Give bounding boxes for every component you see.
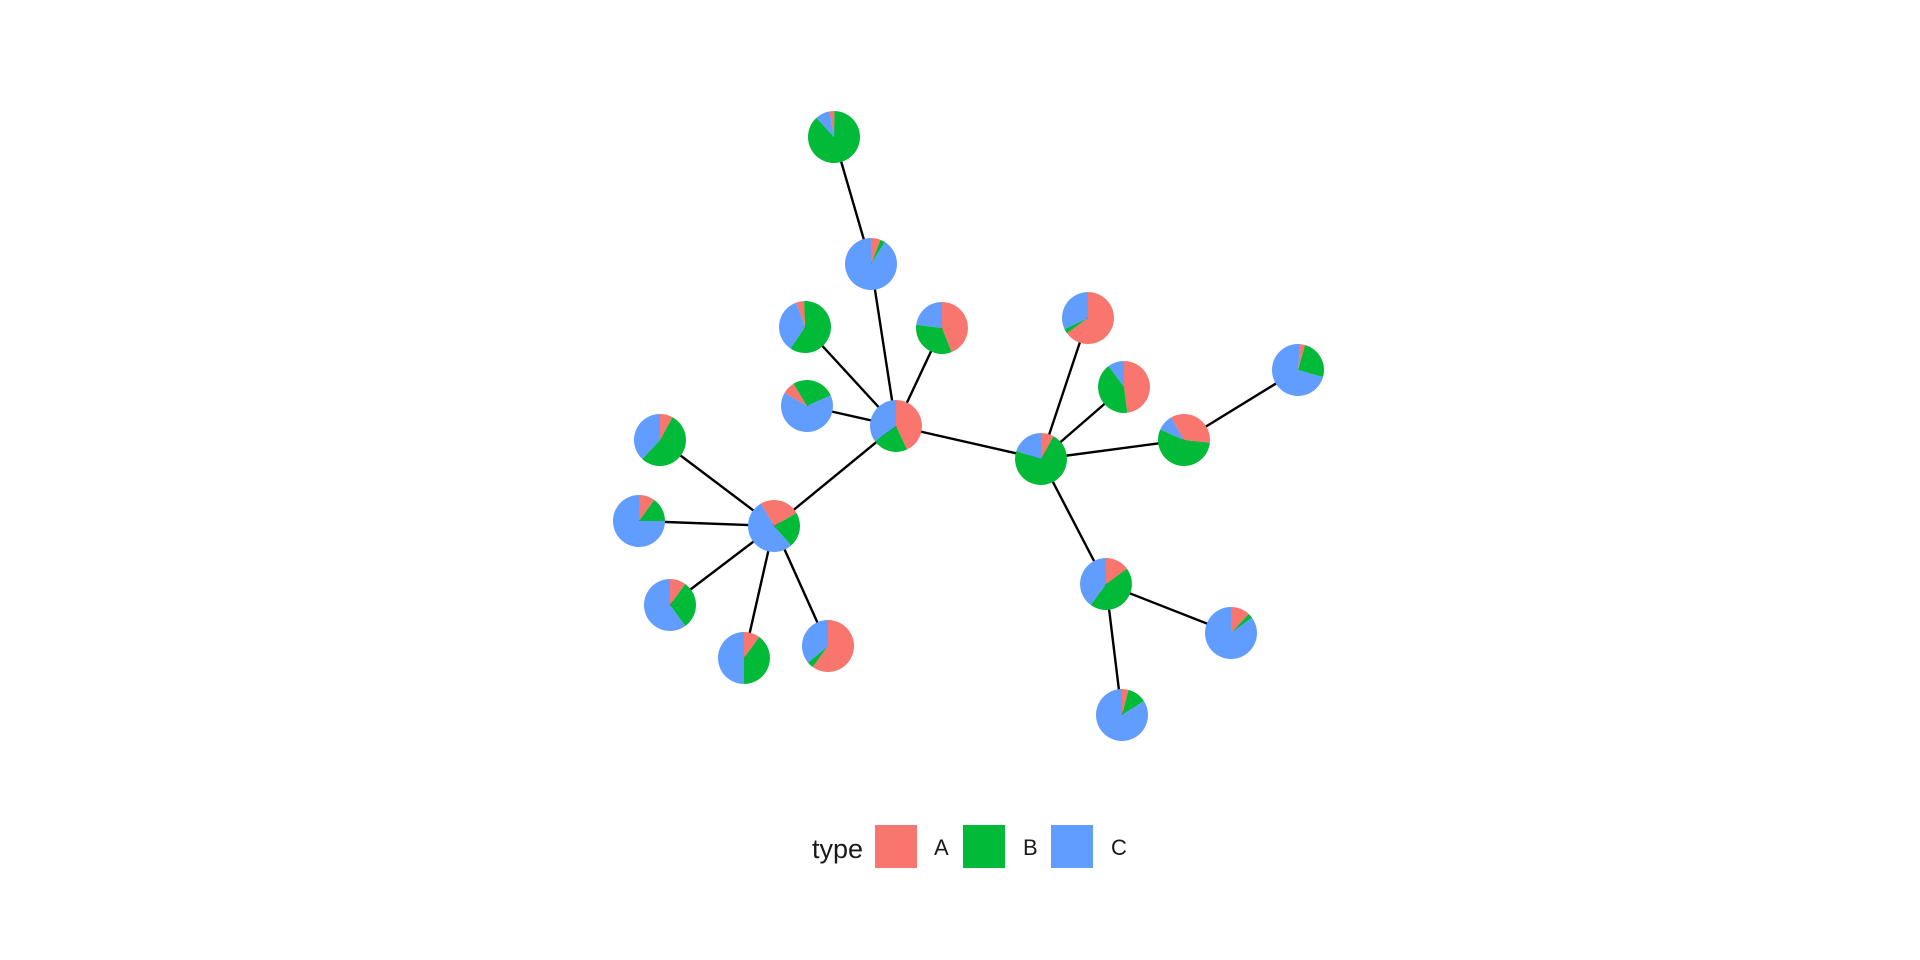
pie-node-n7 bbox=[780, 379, 833, 432]
pie-slice-n18-c bbox=[1080, 558, 1106, 606]
pie-node-n2 bbox=[748, 499, 801, 552]
pie-slice-n1-b bbox=[874, 426, 908, 453]
pie-slice-n19-b bbox=[1231, 614, 1253, 633]
pie-slice-n20-b bbox=[1122, 689, 1144, 715]
pie-node-n16 bbox=[1158, 413, 1211, 466]
pie-slice-n10-a bbox=[639, 495, 655, 521]
pie-slice-n11-a bbox=[670, 579, 686, 605]
pie-slice-n20-c bbox=[1095, 689, 1148, 742]
pie-slice-n19-c bbox=[1204, 607, 1257, 659]
pie-node-n8 bbox=[916, 302, 968, 354]
pie-node-n14 bbox=[1061, 292, 1115, 344]
legend-label-b: B bbox=[1023, 835, 1038, 860]
pie-slice-n14-a bbox=[1066, 292, 1115, 344]
pie-slice-n14-c bbox=[1061, 292, 1088, 330]
pie-node-n15 bbox=[1098, 361, 1150, 413]
pie-slice-n7-b bbox=[793, 379, 831, 406]
pie-node-n19 bbox=[1204, 607, 1257, 659]
pie-slice-n11-b bbox=[670, 583, 696, 627]
pie-slice-n12-b bbox=[744, 636, 770, 684]
pie-slice-n7-c bbox=[780, 393, 833, 432]
pie-slice-n11-c bbox=[643, 578, 686, 631]
pie-slice-n4-c bbox=[844, 238, 897, 290]
pie-slice-n5-a bbox=[829, 110, 835, 137]
pie-slice-n14-b bbox=[1064, 318, 1088, 334]
pie-slice-n3-b bbox=[1014, 436, 1067, 486]
pie-slice-n9-c bbox=[634, 414, 660, 459]
pie-slice-n18-b bbox=[1090, 568, 1132, 610]
pie-slice-n13-c bbox=[802, 620, 828, 663]
pie-slice-n17-c bbox=[1272, 344, 1324, 397]
pie-slice-n17-a bbox=[1298, 344, 1306, 370]
pie-node-n5 bbox=[808, 110, 861, 163]
pie-slice-n2-c bbox=[748, 503, 791, 552]
pie-slice-n7-a bbox=[784, 383, 807, 406]
pie-slice-n9-a bbox=[660, 414, 673, 440]
pie-slice-n12-a bbox=[744, 632, 760, 658]
nodes-layer bbox=[613, 110, 1325, 742]
pie-slice-n12-c bbox=[718, 632, 744, 684]
pie-slice-n5-c bbox=[816, 111, 834, 137]
pie-slice-n15-c bbox=[1108, 361, 1124, 387]
edge-n1-n4 bbox=[869, 263, 898, 427]
pie-slice-n13-b bbox=[807, 646, 828, 668]
pie-slice-n15-b bbox=[1098, 365, 1128, 413]
pie-slice-n16-a bbox=[1171, 413, 1211, 443]
pie-slice-n6-a bbox=[796, 301, 805, 327]
pie-slice-n16-b bbox=[1158, 429, 1210, 466]
pie-node-n17 bbox=[1272, 344, 1325, 397]
pie-slice-n6-c bbox=[779, 302, 805, 349]
pie-slice-n8-c bbox=[916, 302, 942, 328]
pie-slice-n3-a bbox=[1041, 433, 1054, 459]
legend-label-a: A bbox=[934, 835, 949, 860]
pie-node-n9 bbox=[634, 414, 687, 467]
pie-slice-n4-b bbox=[871, 239, 885, 264]
pie-node-n12 bbox=[718, 632, 770, 684]
pie-node-n13 bbox=[802, 620, 855, 672]
legend-label-c: C bbox=[1111, 835, 1127, 860]
legend-item-b: B bbox=[963, 825, 1038, 868]
pie-slice-n5-b bbox=[808, 111, 861, 163]
pie-slice-n2-b bbox=[774, 513, 801, 546]
pie-node-n20 bbox=[1095, 689, 1148, 742]
legend-swatch-a bbox=[875, 825, 917, 868]
pie-slice-n8-b bbox=[916, 324, 952, 354]
pie-slice-n19-a bbox=[1231, 607, 1249, 633]
pie-slice-n1-c bbox=[870, 400, 896, 442]
legend-title: type bbox=[812, 834, 863, 864]
pie-node-n18 bbox=[1080, 558, 1132, 610]
pie-slice-n20-a bbox=[1122, 689, 1129, 715]
pie-slice-n13-a bbox=[812, 620, 855, 672]
pie-slice-n1-a bbox=[896, 400, 923, 450]
edge-n1-n2 bbox=[773, 425, 897, 527]
pie-node-n6 bbox=[779, 301, 832, 354]
legend-item-a: A bbox=[875, 825, 949, 868]
legend-item-c: C bbox=[1051, 825, 1127, 868]
pie-slice-n8-a bbox=[942, 302, 968, 353]
pie-slice-n15-a bbox=[1124, 361, 1150, 413]
pie-slice-n2-a bbox=[761, 499, 797, 526]
legend-swatch-c bbox=[1051, 825, 1093, 868]
legend-swatch-b bbox=[963, 825, 1005, 868]
pie-node-n11 bbox=[643, 578, 696, 631]
pie-node-n1 bbox=[870, 400, 923, 453]
pie-slice-n6-b bbox=[790, 301, 832, 354]
pie-slice-n16-c bbox=[1160, 417, 1184, 440]
pie-slice-n10-b bbox=[639, 499, 665, 521]
pie-slice-n10-c bbox=[613, 495, 665, 547]
legend: type A B C bbox=[812, 825, 1127, 868]
pie-slice-n17-b bbox=[1298, 344, 1325, 378]
pie-node-n10 bbox=[613, 495, 665, 547]
pie-node-n4 bbox=[844, 238, 897, 290]
pie-slice-n3-c bbox=[1016, 433, 1041, 459]
pie-node-n3 bbox=[1014, 433, 1067, 486]
pie-slice-n9-b bbox=[642, 417, 687, 467]
pie-slice-n18-a bbox=[1106, 558, 1128, 584]
pie-slice-n4-a bbox=[871, 238, 881, 264]
